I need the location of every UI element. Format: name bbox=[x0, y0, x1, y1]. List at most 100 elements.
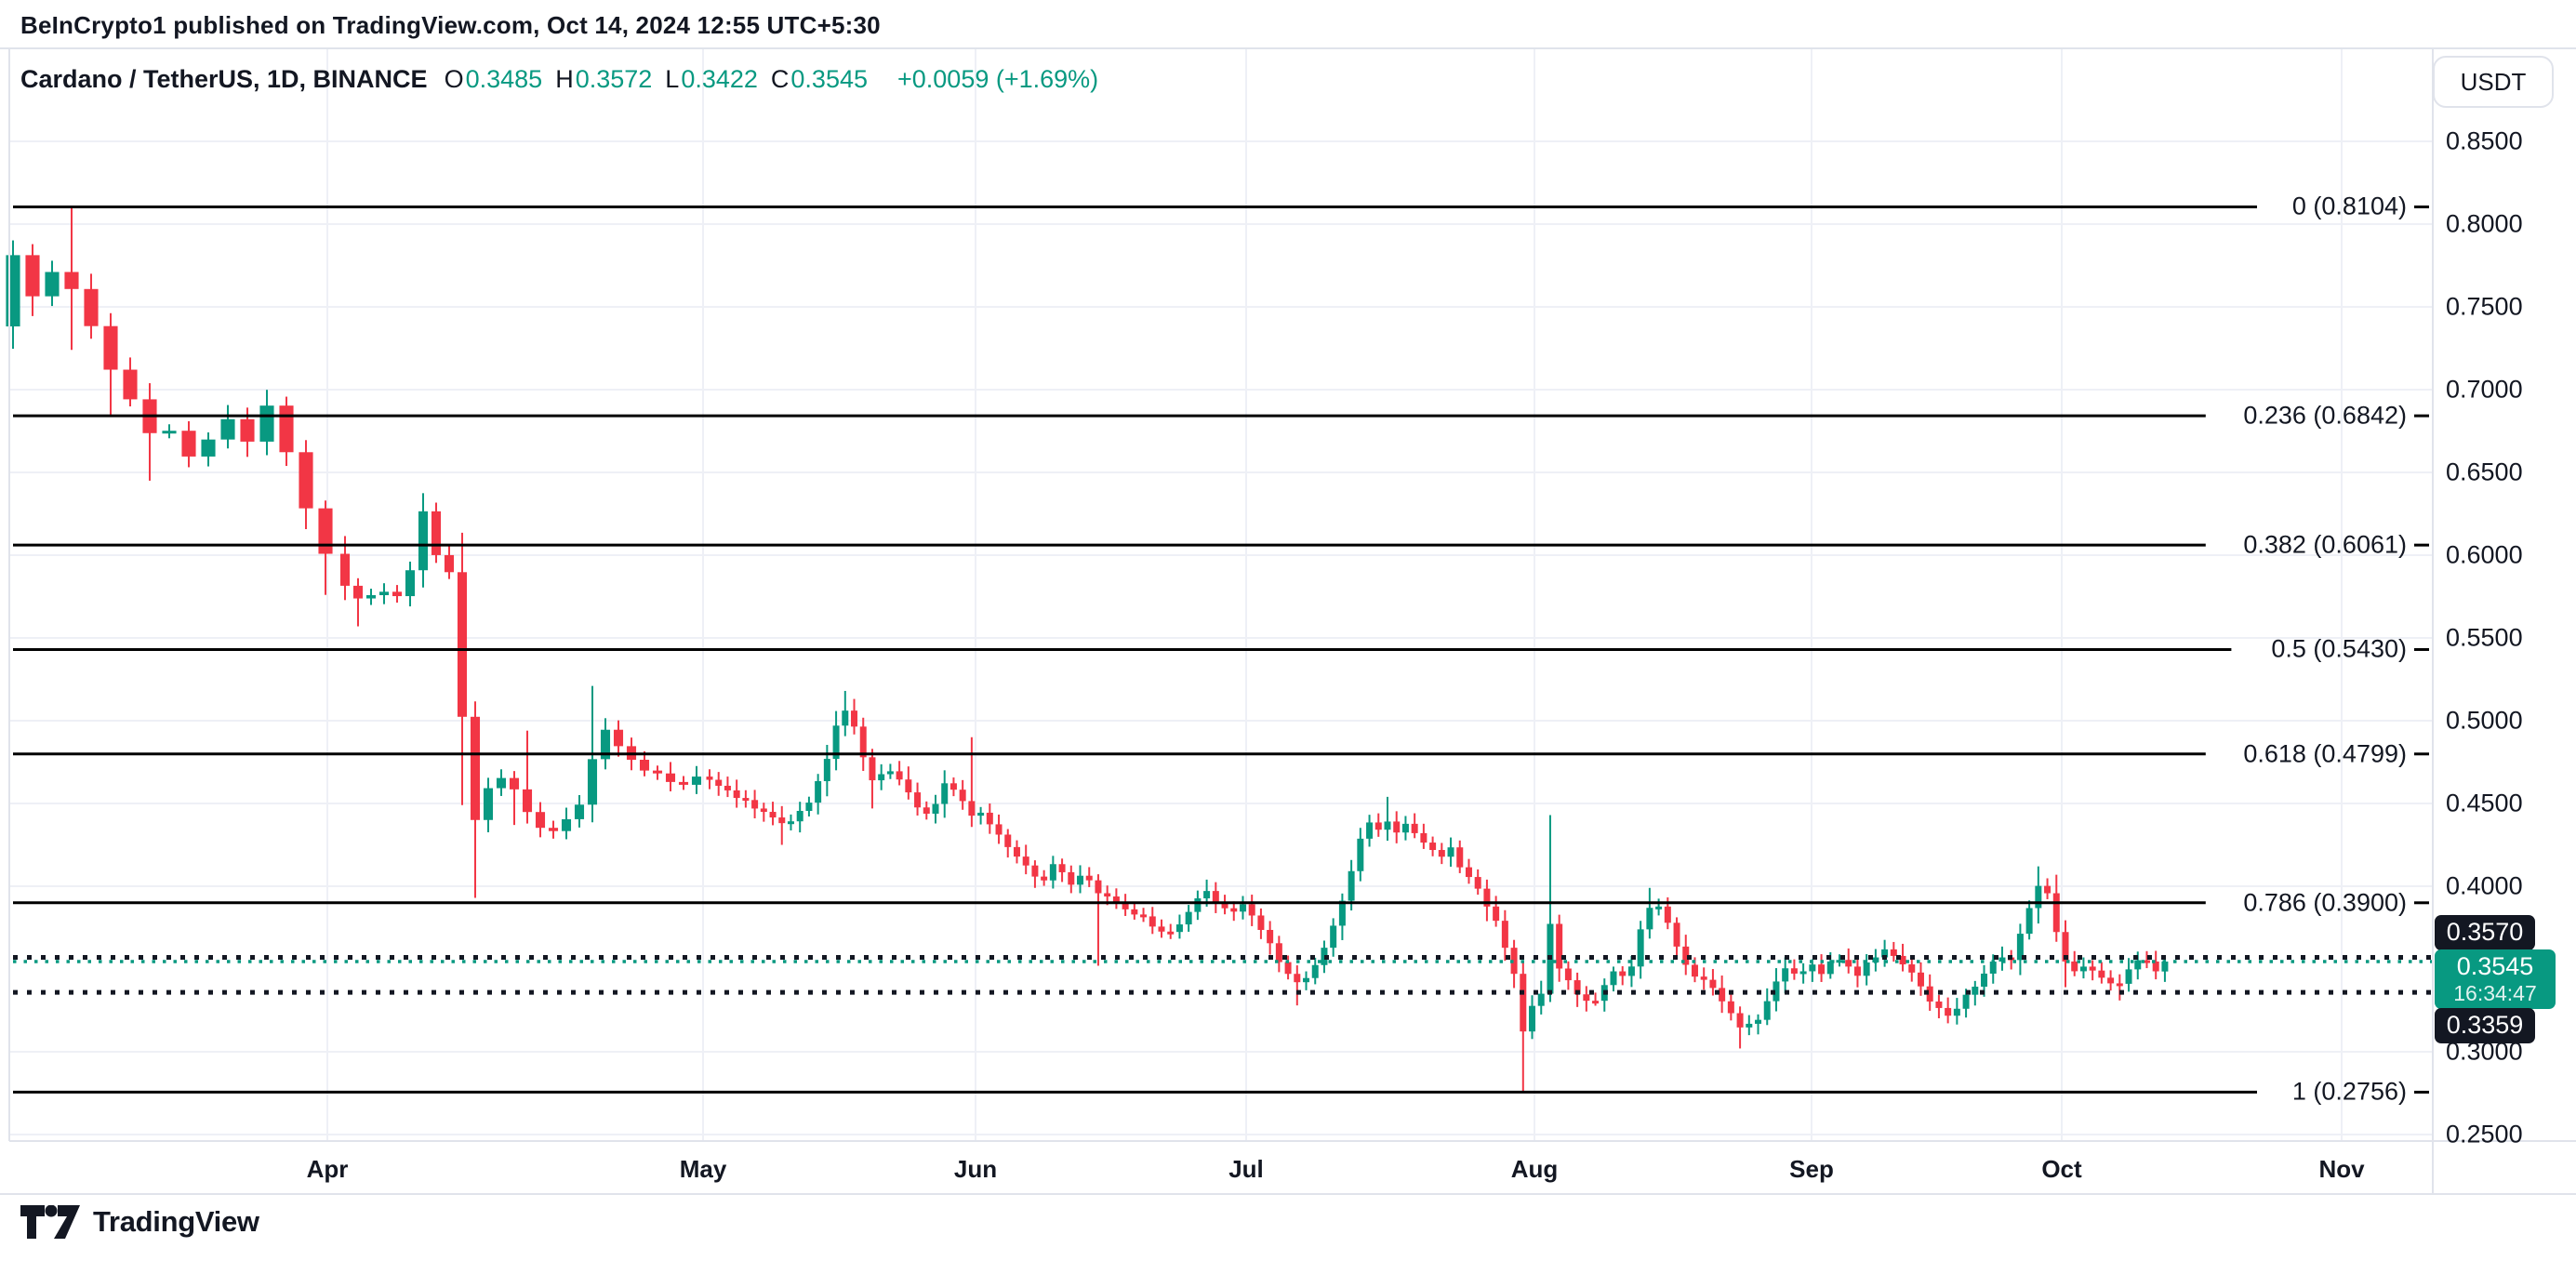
time-tick-label[interactable]: May bbox=[679, 1155, 727, 1183]
time-tick-label[interactable]: Jul bbox=[1228, 1155, 1264, 1183]
price-tick-label[interactable]: 0.6000 bbox=[2446, 540, 2523, 569]
candle bbox=[318, 500, 333, 595]
candle bbox=[1303, 971, 1310, 990]
candle bbox=[1556, 914, 1563, 982]
candle bbox=[1682, 935, 1690, 976]
candle bbox=[45, 260, 60, 307]
candle bbox=[2035, 866, 2042, 924]
candle bbox=[1420, 823, 1427, 849]
candle bbox=[1311, 957, 1319, 985]
candle bbox=[787, 814, 794, 830]
time-tick-label[interactable]: Sep bbox=[1789, 1155, 1834, 1183]
candle bbox=[2025, 900, 2033, 940]
candle bbox=[1709, 969, 1717, 996]
candle bbox=[1564, 961, 1572, 990]
time-tick-label[interactable]: Aug bbox=[1510, 1155, 1559, 1183]
candle bbox=[691, 765, 702, 794]
candle bbox=[941, 770, 949, 818]
fib-level-label: 0.236 (0.6842) bbox=[2243, 401, 2407, 430]
symbol-title: Cardano / TetherUS, 1D, BINANCE bbox=[20, 65, 428, 93]
time-tick-label[interactable]: Jun bbox=[953, 1155, 998, 1183]
candle bbox=[1890, 941, 1897, 962]
price-tick-label[interactable]: 0.8000 bbox=[2446, 209, 2523, 238]
candle bbox=[1085, 867, 1093, 887]
candle bbox=[103, 312, 118, 417]
candle bbox=[1547, 815, 1554, 1002]
candle bbox=[6, 240, 20, 350]
candle bbox=[1140, 908, 1148, 923]
candle bbox=[123, 357, 138, 407]
currency-unit-button[interactable]: USDT bbox=[2433, 56, 2554, 108]
candle bbox=[2052, 874, 2060, 942]
candle bbox=[815, 774, 822, 815]
candle bbox=[2016, 923, 2024, 976]
price-tick-label[interactable]: 0.5500 bbox=[2446, 623, 2523, 652]
candle bbox=[1736, 1006, 1744, 1049]
candle bbox=[1167, 923, 1175, 939]
tradingview-logo-icon bbox=[20, 1205, 80, 1239]
candle bbox=[1493, 896, 1500, 927]
time-tick-label[interactable]: Nov bbox=[2318, 1155, 2365, 1183]
candle bbox=[2062, 920, 2069, 988]
price-tick-label[interactable]: 0.4500 bbox=[2446, 789, 2523, 817]
price-tick-label[interactable]: 0.2500 bbox=[2446, 1120, 2523, 1148]
candle bbox=[1284, 955, 1292, 980]
candle bbox=[878, 763, 885, 790]
candle bbox=[1357, 828, 1364, 882]
candle bbox=[1321, 940, 1328, 974]
symbol-legend[interactable]: Cardano / TetherUS, 1D, BINANCE O 0.3485 H… bbox=[20, 65, 1098, 94]
candle bbox=[1853, 957, 1861, 988]
candle bbox=[896, 761, 903, 786]
candle bbox=[84, 273, 99, 339]
candle bbox=[2125, 958, 2132, 992]
candle bbox=[613, 720, 624, 757]
price-tick-label[interactable]: 0.8500 bbox=[2446, 126, 2523, 155]
price-tick-label[interactable]: 0.4000 bbox=[2446, 871, 2523, 900]
candle bbox=[1257, 908, 1265, 939]
candle bbox=[201, 431, 216, 467]
ohlc-item: C 0.3545 bbox=[771, 65, 868, 94]
time-tick-label[interactable]: Oct bbox=[2041, 1155, 2082, 1183]
price-tick-label[interactable]: 0.6500 bbox=[2446, 458, 2523, 486]
panel-borders bbox=[0, 47, 2576, 1195]
candle bbox=[859, 717, 867, 771]
candle bbox=[1248, 895, 1255, 926]
candle bbox=[1294, 965, 1301, 1006]
candle bbox=[1112, 888, 1120, 909]
fib-level-label: 0 (0.8104) bbox=[2291, 192, 2407, 220]
candle bbox=[1095, 874, 1102, 966]
candle bbox=[1384, 796, 1391, 841]
candle bbox=[1401, 816, 1409, 841]
change-value: +0.0059 (+1.69%) bbox=[897, 65, 1099, 93]
candle bbox=[2044, 878, 2052, 899]
fib-level-label: 0.618 (0.4799) bbox=[2243, 739, 2407, 768]
candle bbox=[1520, 961, 1527, 1093]
price-tick-label[interactable]: 0.5000 bbox=[2446, 706, 2523, 735]
candle bbox=[522, 730, 533, 824]
candle bbox=[1393, 811, 1401, 843]
candle bbox=[778, 805, 786, 845]
ohlc-item: H 0.3572 bbox=[555, 65, 652, 94]
price-tick-label[interactable]: 0.7000 bbox=[2446, 375, 2523, 404]
candle bbox=[1330, 918, 1337, 957]
time-tick-label[interactable]: Apr bbox=[306, 1155, 349, 1183]
candle bbox=[600, 718, 611, 770]
candle bbox=[742, 790, 750, 808]
footer: TradingView bbox=[20, 1205, 259, 1239]
candle bbox=[949, 777, 957, 797]
candle bbox=[142, 383, 157, 481]
candle bbox=[1537, 980, 1545, 1015]
candle bbox=[1122, 894, 1129, 916]
candle bbox=[25, 244, 40, 316]
candle bbox=[1972, 980, 1979, 1006]
candle bbox=[1429, 836, 1437, 856]
candle bbox=[2152, 950, 2159, 980]
candle bbox=[1366, 815, 1374, 847]
candle bbox=[1845, 948, 1852, 974]
candle bbox=[2008, 949, 2015, 970]
candle bbox=[1592, 992, 1600, 1006]
candle bbox=[1194, 890, 1202, 921]
candle bbox=[1799, 962, 1807, 984]
price-tick-label[interactable]: 0.7500 bbox=[2446, 292, 2523, 321]
